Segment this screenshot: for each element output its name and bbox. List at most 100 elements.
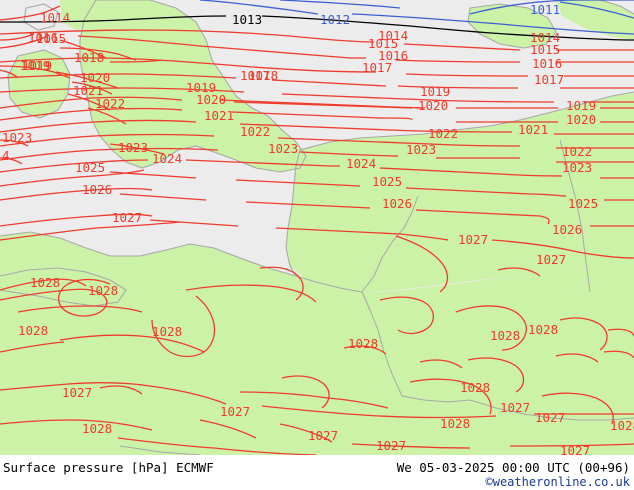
isobar-layer bbox=[0, 0, 634, 455]
isobar-alps-1 bbox=[467, 357, 525, 393]
border-belgium-germany bbox=[361, 241, 393, 293]
isobar-label: 1026 bbox=[82, 182, 112, 197]
isobar-1015b bbox=[77, 35, 366, 59]
isobar-1024a bbox=[0, 157, 23, 165]
isobar-label: 1027 bbox=[308, 428, 338, 443]
isobar-1023c bbox=[0, 147, 219, 161]
isobar-1017a bbox=[59, 47, 137, 61]
isobar-label: 1022 bbox=[95, 96, 125, 111]
isobar-label: 1016 bbox=[28, 30, 58, 45]
isobar-alps-6 bbox=[99, 385, 143, 395]
isobar-label: 1019 bbox=[22, 58, 52, 73]
land-scotland-north bbox=[60, 0, 100, 30]
border-france-germany-rhine bbox=[361, 291, 403, 397]
isobar-1016d bbox=[405, 73, 529, 77]
coastline-denmark bbox=[467, 3, 557, 49]
isobar-1027k bbox=[409, 378, 492, 415]
isobar-alps-3 bbox=[555, 353, 599, 363]
isobar-label: 1027 bbox=[220, 404, 250, 419]
isobar-1025b bbox=[109, 171, 197, 179]
isobar-1013b bbox=[261, 15, 634, 41]
isobar-1025d bbox=[405, 187, 567, 197]
isobar-1027r bbox=[279, 423, 333, 443]
isobar-1027b bbox=[0, 221, 181, 241]
isobar-1027o bbox=[351, 443, 471, 449]
border-alps-italy bbox=[469, 399, 634, 421]
isobar-label: 1019 bbox=[566, 98, 596, 113]
isobar-1023a bbox=[0, 139, 29, 147]
isobar-1022b bbox=[0, 133, 215, 147]
isobar-1023d bbox=[299, 151, 399, 157]
isobar-label: 1020 bbox=[80, 70, 110, 85]
border-france-switzerland bbox=[401, 395, 471, 403]
pressure-contour-map[interactable]: 1014 1015 1016 1018 1019 1020 1021 1022 1023 1024… bbox=[0, 0, 634, 455]
coastline-layer bbox=[0, 0, 634, 307]
isobar-label: 1014 bbox=[40, 10, 70, 25]
isobar-1027j bbox=[239, 391, 389, 409]
isobar-label: 1026 bbox=[382, 196, 412, 211]
isobar-label: 4 bbox=[2, 148, 10, 163]
land-britain-ireland bbox=[80, 0, 306, 172]
isobar-1015a bbox=[0, 35, 49, 49]
isobar-label: 1014 bbox=[378, 28, 408, 43]
isobar-label: 1023 bbox=[2, 130, 32, 145]
isobar-1027q bbox=[199, 419, 257, 439]
isobar-label: 1020 bbox=[418, 98, 448, 113]
isobar-label: 1028 bbox=[610, 418, 634, 433]
isobar-label: 1021 bbox=[518, 122, 548, 137]
coastline-brittany bbox=[0, 267, 127, 307]
isobar-label: 1015 bbox=[36, 31, 66, 46]
isobar-1027f bbox=[395, 235, 449, 293]
isobar-label: 1028 bbox=[528, 322, 558, 337]
isobar-1028d bbox=[185, 284, 317, 303]
isobar-label: 1027 bbox=[458, 232, 488, 247]
coastline-german-bight bbox=[391, 91, 634, 137]
contour-label-layer: 1014101510161018101910201021102210231024… bbox=[2, 2, 634, 455]
coastline-france-north bbox=[0, 231, 297, 277]
isobar-1027n bbox=[117, 437, 317, 455]
border-layer bbox=[119, 139, 634, 455]
isobar-1020c bbox=[231, 111, 413, 121]
isobar-label: 1015 bbox=[368, 36, 398, 51]
isobar-label: 1019 bbox=[186, 80, 216, 95]
land-france-iberia bbox=[0, 232, 634, 455]
isobar-label: 1013 bbox=[232, 12, 262, 27]
isobar-1019e bbox=[233, 101, 413, 109]
isobar-1026d bbox=[415, 209, 550, 225]
footer-copyright: ©weatheronline.co.uk bbox=[485, 475, 631, 489]
isobar-1021a bbox=[67, 93, 111, 111]
isobar-1022c bbox=[277, 137, 521, 147]
isobar-label: 1016 bbox=[378, 48, 408, 63]
isobar-1027p bbox=[509, 443, 634, 447]
isobar-1027e bbox=[491, 239, 634, 259]
isobar-1028b bbox=[0, 278, 87, 291]
isobar-1018a bbox=[0, 65, 71, 79]
isobar-1012a bbox=[199, 0, 319, 15]
isobar-1012b bbox=[351, 13, 634, 35]
isobar-label: 1019 bbox=[420, 84, 450, 99]
isobar-1027d bbox=[275, 227, 449, 241]
isobar-1015c bbox=[395, 59, 521, 63]
isobar-1014c bbox=[403, 43, 521, 51]
isobar-1025c bbox=[235, 179, 361, 187]
isobar-1028h bbox=[259, 266, 304, 301]
isobar-1027g bbox=[0, 382, 227, 405]
isobar-1014b bbox=[0, 29, 375, 43]
isobar-label: 1028 bbox=[460, 380, 490, 395]
isobar-label: 1014 bbox=[530, 30, 560, 45]
coastline-ireland bbox=[7, 49, 71, 119]
isobar-1019b bbox=[55, 71, 119, 89]
isobar-1012c bbox=[279, 0, 401, 9]
isobar-1011b bbox=[559, 1, 634, 19]
isobar-1019a bbox=[0, 69, 19, 79]
isobar-1018b bbox=[109, 59, 163, 63]
isobar-1018c bbox=[0, 87, 245, 93]
isobar-alps-4 bbox=[603, 350, 634, 359]
isobar-1027l bbox=[541, 392, 614, 425]
land-denmark-north bbox=[468, 4, 556, 48]
isobar-label: 1023 bbox=[562, 160, 592, 175]
isobar-label: 1028 bbox=[88, 283, 118, 298]
isobar-label: 1017 bbox=[534, 72, 564, 87]
isobar-label: 1025 bbox=[372, 174, 402, 189]
